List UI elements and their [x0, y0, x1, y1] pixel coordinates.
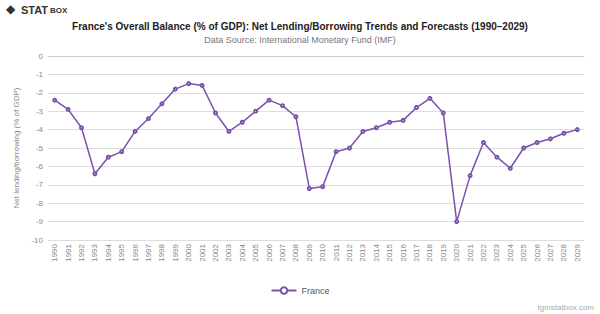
svg-text:2026: 2026 [533, 243, 542, 261]
svg-text:1999: 1999 [171, 243, 180, 261]
svg-text:2013: 2013 [358, 243, 367, 261]
svg-text:-10: -10 [31, 236, 43, 245]
svg-text:2025: 2025 [519, 243, 528, 261]
svg-text:1994: 1994 [104, 243, 113, 261]
svg-text:STAT: STAT [21, 4, 48, 16]
svg-text:2003: 2003 [224, 243, 233, 261]
svg-text:2017: 2017 [412, 243, 421, 261]
svg-text:2009: 2009 [305, 243, 314, 261]
svg-text:1993: 1993 [90, 243, 99, 261]
svg-text:2002: 2002 [211, 243, 220, 261]
svg-text:2016: 2016 [399, 243, 408, 261]
svg-text:Data Source: International Mon: Data Source: International Monetary Fund… [204, 35, 396, 45]
svg-text:France: France [301, 286, 329, 296]
svg-text:1995: 1995 [117, 243, 126, 261]
svg-text:1991: 1991 [64, 243, 73, 261]
svg-text:2001: 2001 [198, 243, 207, 261]
svg-text:2012: 2012 [345, 243, 354, 261]
svg-text:-9: -9 [36, 217, 44, 226]
svg-text:-4: -4 [36, 125, 44, 134]
svg-text:2029: 2029 [573, 243, 582, 261]
svg-text:2018: 2018 [425, 243, 434, 261]
svg-text:2007: 2007 [278, 243, 287, 261]
svg-text:2019: 2019 [439, 243, 448, 261]
svg-text:-2: -2 [36, 88, 44, 97]
svg-text:1997: 1997 [144, 243, 153, 261]
svg-text:-5: -5 [36, 144, 44, 153]
svg-text:1998: 1998 [157, 243, 166, 261]
svg-text:-8: -8 [36, 199, 44, 208]
svg-text:1990: 1990 [50, 243, 59, 261]
svg-text:1996: 1996 [131, 243, 140, 261]
svg-text:-7: -7 [36, 180, 44, 189]
svg-text:2006: 2006 [265, 243, 274, 261]
svg-text:France's Overall Balance (% of: France's Overall Balance (% of GDP): Net… [72, 21, 528, 32]
svg-text:2028: 2028 [559, 243, 568, 261]
svg-text:-1: -1 [36, 70, 44, 79]
svg-text:2023: 2023 [492, 243, 501, 261]
svg-text:-6: -6 [36, 162, 44, 171]
svg-text:tgmstatbox.com: tgmstatbox.com [538, 303, 595, 312]
svg-text:2008: 2008 [291, 243, 300, 261]
svg-text:2020: 2020 [452, 243, 461, 261]
svg-text:◆: ◆ [6, 2, 16, 16]
svg-text:Net lending/borrowing (% of GD: Net lending/borrowing (% of GDP) [12, 87, 21, 208]
svg-text:2021: 2021 [466, 243, 475, 261]
svg-text:0: 0 [39, 52, 44, 61]
svg-text:2024: 2024 [506, 243, 515, 261]
svg-text:2015: 2015 [385, 243, 394, 261]
svg-text:2022: 2022 [479, 243, 488, 261]
svg-text:2010: 2010 [318, 243, 327, 261]
svg-text:BOX: BOX [50, 6, 68, 15]
svg-text:2011: 2011 [332, 243, 341, 261]
svg-text:2004: 2004 [238, 243, 247, 261]
svg-text:2014: 2014 [372, 243, 381, 261]
svg-text:-3: -3 [36, 107, 44, 116]
svg-text:2005: 2005 [251, 243, 260, 261]
svg-text:2027: 2027 [546, 243, 555, 261]
svg-text:1992: 1992 [77, 243, 86, 261]
svg-text:2000: 2000 [184, 243, 193, 261]
